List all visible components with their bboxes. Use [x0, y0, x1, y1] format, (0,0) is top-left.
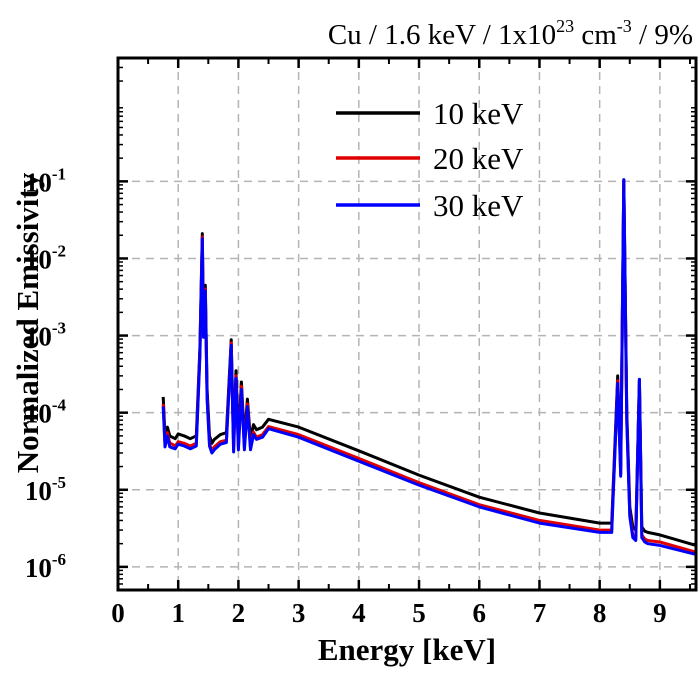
x-tick-label: 8 [593, 598, 607, 628]
legend-label-2: 20 keV [433, 141, 524, 176]
y-tick-label: 10-1 [25, 164, 66, 197]
legend: 10 keV 20 keV 30 keV [336, 96, 524, 223]
y-tick-label: 10-5 [25, 473, 66, 506]
y-tick-exponent: -2 [52, 241, 66, 260]
series-line-1 [161, 178, 697, 547]
y-tick-base: 10 [25, 399, 52, 429]
legend-label-1: 10 keV [433, 96, 524, 131]
y-tick-base: 10 [25, 322, 52, 352]
y-tick-label: 10-3 [25, 319, 66, 352]
y-tick-label: 10-2 [25, 241, 66, 274]
y-tick-exponent: -3 [52, 319, 66, 338]
x-tick-label: 4 [352, 598, 366, 628]
y-tick-base: 10 [25, 244, 52, 274]
plot-frame [116, 56, 698, 592]
y-tick-exponent: -1 [52, 164, 66, 183]
chart-title: Cu / 1.6 keV / 1x1023 cm-3 / 9% [328, 16, 693, 51]
legend-label-3: 30 keV [433, 188, 524, 223]
y-tick-exponent: -5 [52, 473, 66, 492]
series-group [161, 178, 697, 556]
y-tick-base: 10 [25, 553, 52, 583]
x-tick-label: 3 [292, 598, 306, 628]
x-tick-label: 5 [412, 598, 426, 628]
grid-lines [118, 58, 696, 590]
x-tick-label: 1 [171, 598, 185, 628]
x-axis-label: Energy [keV] [318, 632, 496, 667]
y-tick-label: 10-6 [25, 550, 66, 583]
axis-ticks [116, 58, 696, 590]
chart-title-suffix: / 9% [632, 19, 693, 51]
y-tick-base: 10 [25, 476, 52, 506]
y-tick-label: 10-4 [25, 396, 67, 429]
x-tick-labels: 0 1 2 3 4 5 6 7 8 9 [111, 598, 666, 628]
chart-title-prefix: Cu / 1.6 keV / 1x10 [328, 19, 556, 51]
y-tick-base: 10 [25, 167, 52, 197]
x-tick-label: 6 [473, 598, 487, 628]
chart-title-exponent: 23 [556, 16, 574, 36]
y-tick-exponent: -4 [52, 396, 67, 415]
series-line-3 [161, 178, 697, 556]
y-axis-label: Normalized Emissivity [10, 172, 45, 473]
x-tick-label: 0 [111, 598, 125, 628]
chart-title-middle-exponent: -3 [617, 16, 632, 36]
x-tick-label: 7 [533, 598, 547, 628]
y-tick-labels: 10-610-510-410-310-210-1 [25, 164, 67, 583]
x-tick-label: 2 [232, 598, 246, 628]
y-tick-exponent: -6 [52, 550, 66, 569]
series-line-2 [161, 179, 697, 554]
x-tick-label: 9 [653, 598, 667, 628]
chart-title-middle: cm [574, 19, 617, 51]
